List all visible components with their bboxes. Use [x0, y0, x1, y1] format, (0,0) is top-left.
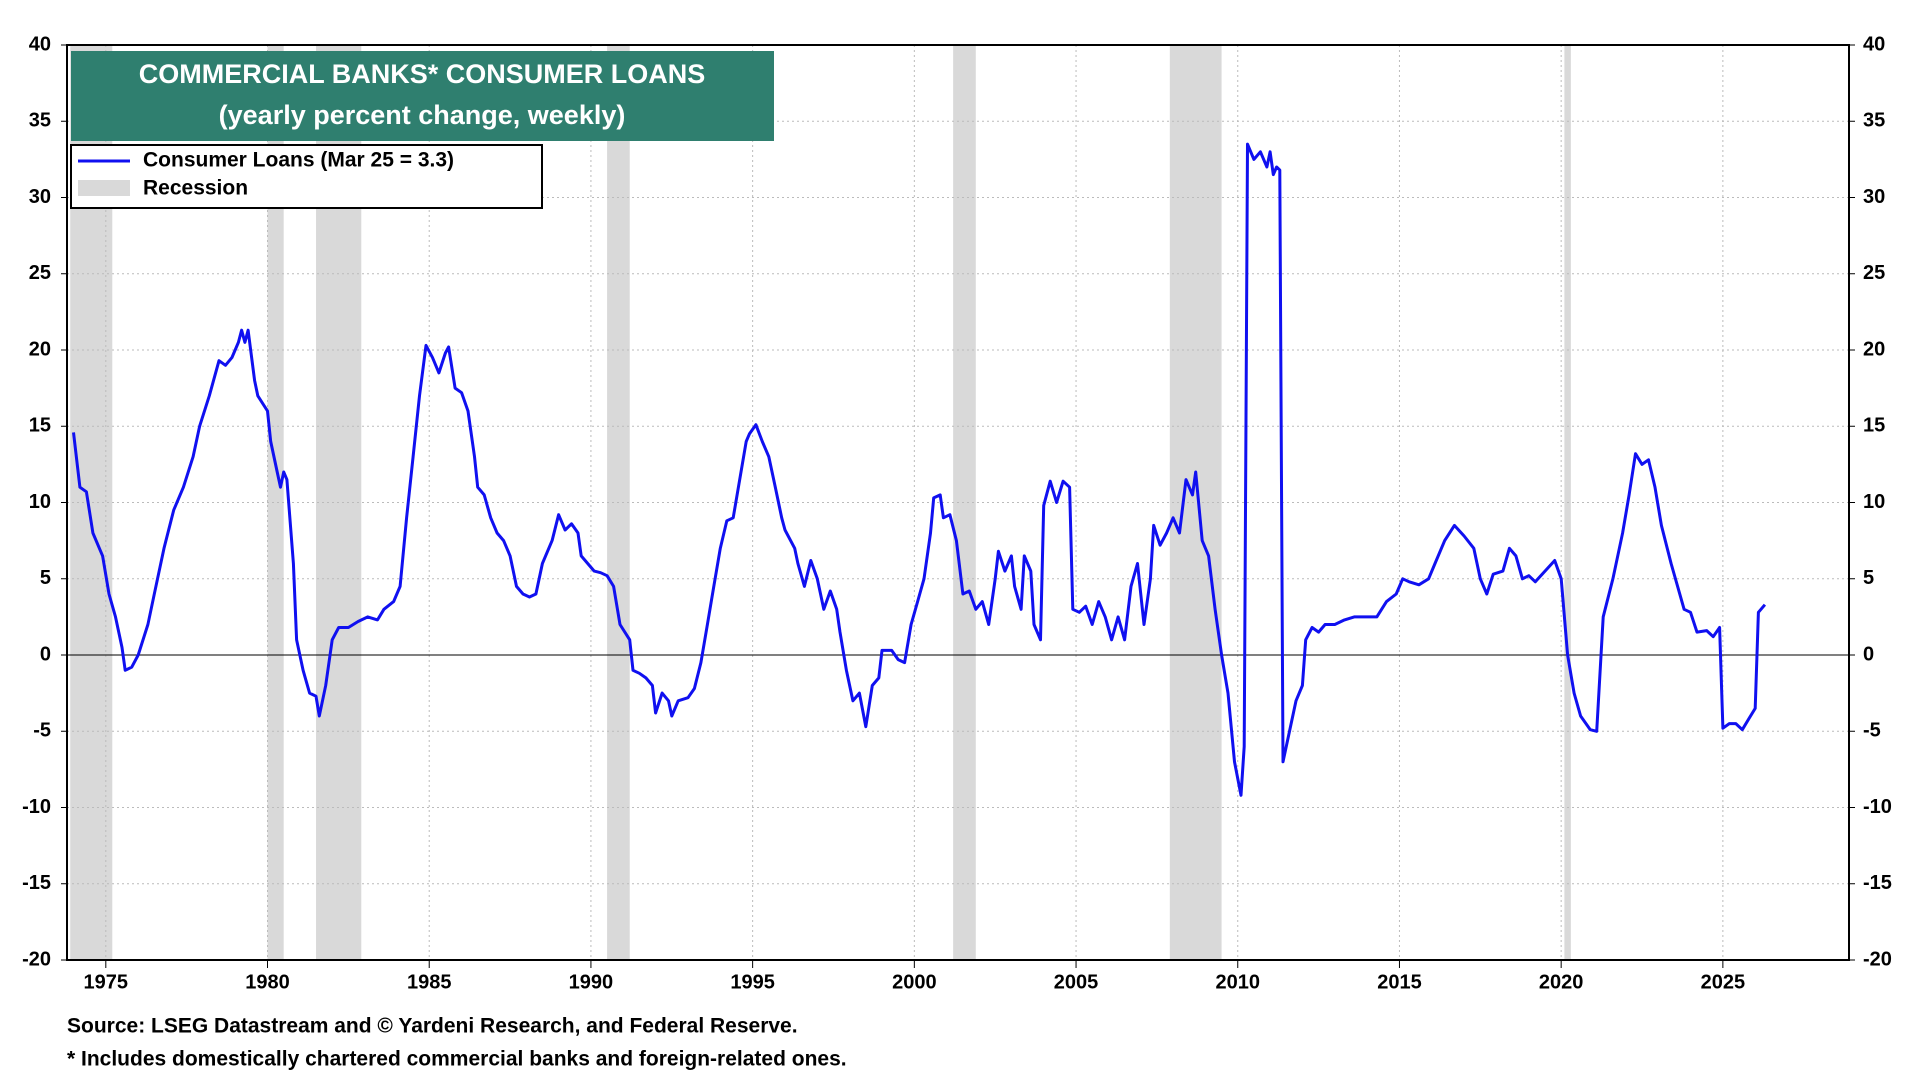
x-tick-label: 1995 — [730, 971, 775, 993]
y-tick-label: -15 — [22, 872, 51, 894]
x-tick-label: 2025 — [1701, 971, 1746, 993]
y2-tick-label: 30 — [1863, 186, 1885, 208]
legend-label: Recession — [143, 177, 248, 200]
y-tick-label: 5 — [40, 567, 51, 589]
plot-frame — [66, 44, 1850, 961]
y2-tick-label: 20 — [1863, 338, 1885, 360]
x-tick-label: 1985 — [407, 971, 452, 993]
y2-tick-label: 10 — [1863, 491, 1885, 513]
source-note: Source: LSEG Datastream and © Yardeni Re… — [67, 1015, 798, 1038]
x-tick-label: 2005 — [1054, 971, 1099, 993]
y-tick-label: 25 — [29, 262, 51, 284]
x-tick-label: 2020 — [1539, 971, 1584, 993]
y2-tick-label: -15 — [1863, 872, 1892, 894]
x-tick-label: 1990 — [569, 971, 614, 993]
y-tick-label: 40 — [29, 33, 51, 55]
legend-label: Consumer Loans (Mar 25 = 3.3) — [143, 149, 454, 172]
x-tick-label: 1980 — [245, 971, 290, 993]
y2-tick-label: 5 — [1863, 567, 1874, 589]
x-tick-label: 2010 — [1216, 971, 1261, 993]
y-tick-label: 20 — [29, 338, 51, 360]
y2-tick-label: 15 — [1863, 415, 1885, 437]
legend-box — [70, 144, 543, 209]
title-box — [71, 51, 774, 141]
legend-swatch — [78, 180, 130, 196]
recession-band — [267, 45, 284, 960]
y-tick-label: 35 — [29, 110, 51, 132]
y2-tick-label: -10 — [1863, 796, 1892, 818]
footnote: * Includes domestically chartered commer… — [67, 1048, 847, 1071]
y-tick-label: -5 — [33, 720, 51, 742]
y2-tick-label: 0 — [1863, 643, 1874, 665]
chart-subtitle: (yearly percent change, weekly) — [219, 100, 626, 130]
x-tick-label: 2015 — [1377, 971, 1422, 993]
y2-tick-label: -5 — [1863, 720, 1881, 742]
data-line — [72, 142, 1767, 797]
y2-tick-label: 40 — [1863, 33, 1885, 55]
chart-title: COMMERCIAL BANKS* CONSUMER LOANS — [139, 59, 706, 89]
x-tick-label: 2000 — [892, 971, 937, 993]
y-tick-label: -20 — [22, 948, 51, 970]
y2-tick-label: -20 — [1863, 948, 1892, 970]
y2-tick-label: 35 — [1863, 110, 1885, 132]
y-tick-label: 0 — [40, 643, 51, 665]
y-tick-label: 10 — [29, 491, 51, 513]
y-tick-label: -10 — [22, 796, 51, 818]
y-tick-label: 30 — [29, 186, 51, 208]
x-tick-label: 1975 — [84, 971, 129, 993]
y2-tick-label: 25 — [1863, 262, 1885, 284]
y-tick-label: 15 — [29, 415, 51, 437]
